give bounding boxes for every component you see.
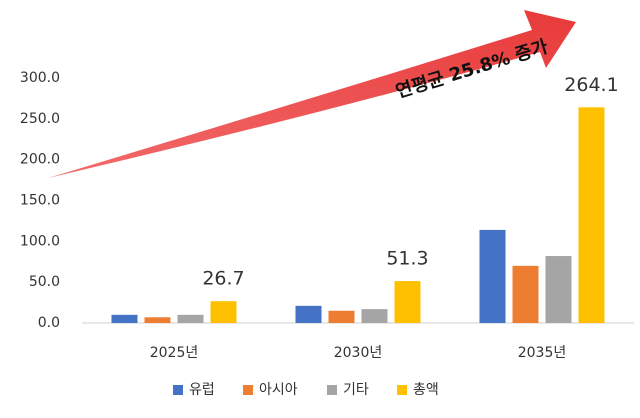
legend-label: 유럽: [189, 382, 215, 398]
bar: [394, 281, 421, 323]
y-tick-label: 250.0: [20, 111, 60, 127]
bar: [479, 229, 506, 323]
legend-swatch: [327, 385, 337, 395]
bar: [111, 314, 138, 323]
bar: [578, 107, 605, 324]
bar: [328, 310, 355, 323]
legend-swatch: [243, 385, 253, 395]
y-tick-label: 300.0: [20, 70, 60, 86]
bar: [144, 317, 171, 323]
y-tick-label: 150.0: [20, 193, 60, 209]
bar: [512, 265, 539, 323]
bar: [177, 314, 204, 323]
legend-swatch: [397, 385, 407, 395]
value-label: 264.1: [564, 74, 618, 96]
bar: [210, 301, 237, 323]
value-label: 51.3: [386, 248, 428, 270]
legend-label: 기타: [343, 382, 369, 398]
legend-swatch: [173, 385, 183, 395]
value-label: 26.7: [202, 268, 244, 290]
y-tick-label: 50.0: [29, 274, 60, 290]
x-tick-label: 2030년: [334, 345, 383, 361]
bar: [545, 256, 572, 323]
legend-label: 아시아: [259, 382, 298, 398]
x-tick-label: 2035년: [518, 345, 567, 361]
x-tick-label: 2025년: [150, 345, 199, 361]
growth-arrow: [48, 10, 576, 178]
y-tick-label: 200.0: [20, 152, 60, 168]
y-tick-label: 0.0: [38, 315, 60, 331]
bar: [361, 309, 388, 323]
y-tick-label: 100.0: [20, 233, 60, 249]
legend-label: 총액: [413, 382, 439, 398]
bar: [295, 305, 322, 323]
